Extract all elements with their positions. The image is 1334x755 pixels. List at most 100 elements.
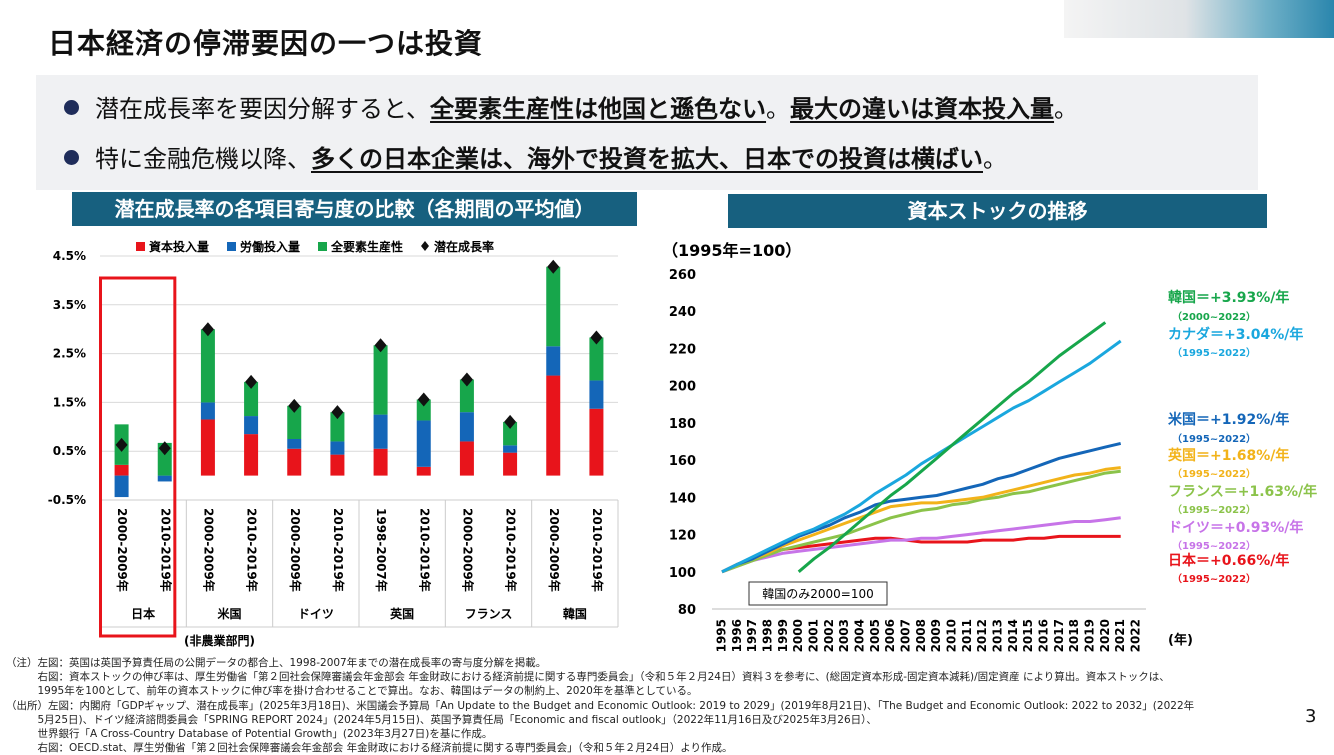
period-label: 2010-2019年 (504, 508, 519, 592)
y-tick-label: 180 (669, 417, 696, 432)
potential-growth-bar-chart: 4.5% 3.5% 2.5% 1.5% 0.5% -0.5% 資本投入量 労働投入量 全要素生産… (48, 239, 619, 648)
bar-segment-tfp (287, 405, 302, 439)
bullet-text: 特に金融危機以降、 (95, 145, 311, 173)
potential-growth-marker (201, 322, 214, 337)
bar-segment-capital (200, 419, 215, 476)
bar-segment-labor (373, 414, 388, 449)
potential-growth-marker (245, 374, 258, 389)
x-tick-label: 2006 (883, 619, 897, 652)
period-label: 2010-2019年 (158, 508, 173, 592)
bar-segment-labor (200, 402, 215, 420)
period-label: 2010-2019年 (417, 508, 432, 592)
series-line (721, 516, 1121, 574)
bar-segment-labor (330, 441, 345, 455)
series-line (797, 321, 1107, 573)
x-tick-label: 2002 (822, 619, 836, 652)
potential-growth-marker (504, 414, 517, 429)
bar-segment-tfp (330, 412, 345, 442)
page-number: 3 (1305, 706, 1317, 727)
potential-growth-marker (288, 398, 301, 413)
bar-segment-tfp (200, 329, 215, 403)
x-tick-label: 2017 (1052, 619, 1066, 652)
bar-segment-capital (373, 448, 388, 476)
x-tick-label: 2009 (929, 619, 943, 652)
footnote-line: 5月25日)、ドイツ経済諮問委員会「SPRING REPORT 2024」(20… (6, 713, 877, 726)
period-label: 2000-2009年 (201, 508, 216, 592)
potential-growth-marker (417, 392, 430, 407)
period-label: 2000-2009年 (115, 508, 130, 592)
period-label: 1998-2007年 (374, 508, 389, 592)
x-tick-label: 1999 (776, 619, 790, 652)
legend-diamond-icon (421, 241, 429, 251)
country-label: 英国 (390, 606, 414, 621)
series-period: （2000~2022） (1172, 310, 1256, 323)
legend-label: 資本投入量 (149, 239, 209, 254)
bullet-text: 。 (983, 145, 1007, 173)
bar-segment-capital (503, 452, 518, 476)
x-tick-label: 1997 (745, 619, 759, 652)
footnote-line: （出所）左図：内閣府「GDPギャップ、潜在成長率」(2025年3月18日)、米国… (6, 699, 1195, 712)
left-chart-heading: 潜在成長率の各項目寄与度の比較（各期間の平均値） (72, 192, 637, 226)
x-tick-label: 2021 (1113, 619, 1127, 652)
bullet-text: 潜在成長率を要因分解すると、 (95, 95, 431, 123)
x-tick-label: 2000 (791, 619, 805, 652)
country-label: 韓国 (563, 606, 587, 621)
series-label: ドイツ＝+0.93%/年 (1168, 519, 1303, 536)
y-tick-label: 120 (669, 529, 696, 544)
x-axis-unit: (年) (1168, 632, 1193, 648)
potential-growth-marker (590, 330, 603, 345)
bar-segment-labor (416, 420, 431, 467)
bullet-dot-icon (64, 99, 79, 115)
note-box-text: 韓国のみ2000=100 (762, 587, 874, 601)
bar-segment-labor (244, 416, 259, 435)
bar-segment-capital (244, 434, 259, 476)
bar-segment-tfp (589, 337, 604, 381)
series-label: カナダ＝+3.04%/年 (1168, 326, 1303, 343)
series-period: （1995~2022） (1172, 432, 1256, 445)
bar-segment-labor (287, 439, 302, 449)
x-tick-label: 2020 (1098, 619, 1112, 652)
header-decoration (1064, 0, 1334, 38)
bullet-emphasis: 最大の違いは資本投入量 (790, 95, 1055, 123)
potential-growth-marker (374, 338, 387, 353)
note-box (748, 581, 888, 606)
footnote-line: 1995年を100として、前年の資本ストックに伸び率を掛け合わせることで算出。な… (6, 685, 698, 698)
series-line (721, 441, 1122, 574)
legend-label: 労働投入量 (240, 239, 300, 254)
page-title: 日本経済の停滞要因の一つは投資 (48, 27, 484, 60)
capital-stock-line-chart: （1995年=100） 80 100 120 140 160 180 200 220 240 260… (662, 241, 1317, 652)
y-tick-label: 140 (669, 491, 696, 506)
series-label: 米国＝+1.92%/年 (1168, 411, 1289, 428)
legend-swatch (318, 242, 327, 251)
legend-label: 全要素生産性 (330, 239, 403, 254)
x-tick-label: 2010 (945, 619, 959, 652)
bar-segment-tfp (373, 345, 388, 415)
bullet-emphasis: 多くの日本企業は、海外で投資を拡大、日本での投資は横ばい (311, 145, 983, 173)
period-label: 2000-2009年 (547, 508, 562, 592)
country-label: ドイツ (298, 607, 334, 621)
footnote-line: 右図：資本ストックの伸び率は、厚生労働省「第２回社会保障審議会年金部会 年金財政… (6, 671, 1170, 684)
series-line (721, 466, 1121, 574)
y-tick-label: 240 (669, 305, 696, 320)
bar-segment-capital (546, 375, 561, 476)
y-tick-label: 220 (669, 342, 696, 357)
summary-box: 潜在成長率を要因分解すると、全要素生産性は他国と遜色ない。最大の違いは資本投入量… (36, 75, 1258, 190)
bar-segment-tfp (416, 399, 431, 421)
series-period: （1995~2022） (1172, 572, 1256, 585)
bullet-2: 特に金融危機以降、多くの日本企業は、海外で投資を拡大、日本での投資は横ばい。 (64, 139, 1007, 174)
x-tick-label: 2004 (853, 619, 867, 652)
bar-segment-tfp (459, 379, 474, 413)
y-tick-label: 1.5% (53, 395, 86, 409)
period-label: 2000-2009年 (460, 508, 475, 592)
x-tick-label: 1995 (715, 619, 729, 652)
y-tick-label: 260 (669, 268, 696, 283)
footnote-line: （注）左図：英国は英国予算責任局の公開データの都合上、1998-2007年までの… (6, 657, 547, 669)
y-tick-label: -0.5% (48, 493, 86, 507)
bar-segment-tfp (503, 421, 518, 446)
y-tick-label: 160 (669, 454, 696, 469)
series-line (721, 339, 1122, 574)
period-label: 2010-2019年 (245, 508, 260, 592)
bullet-text: 。 (1054, 95, 1079, 123)
series-period: （1995~2022） (1172, 503, 1256, 516)
y-tick-label: 0.5% (53, 444, 86, 458)
